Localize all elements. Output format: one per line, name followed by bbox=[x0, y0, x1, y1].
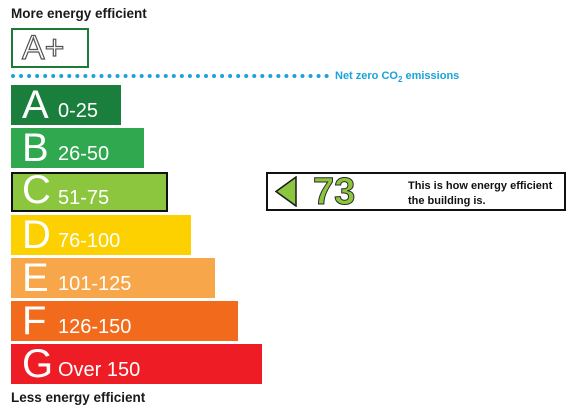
band-range: 26-50 bbox=[58, 143, 110, 165]
net-zero-label: Net zero CO2 emissions bbox=[335, 70, 460, 85]
band-d: D 76-100 bbox=[11, 215, 191, 255]
band-letter: G bbox=[22, 342, 54, 386]
band-letter: F bbox=[22, 299, 47, 343]
band-c: C 51-75 bbox=[11, 168, 168, 212]
current-rating-box: 73 This is how energy efficient the buil… bbox=[266, 171, 566, 213]
band-letter: B bbox=[22, 126, 49, 170]
rating-description: This is how energy efficient the buildin… bbox=[408, 180, 553, 207]
band-letter: E bbox=[22, 256, 49, 300]
aplus-band: A+ bbox=[11, 28, 89, 68]
band-e: E 101-125 bbox=[11, 258, 215, 298]
band-range: 101-125 bbox=[58, 273, 132, 295]
band-letter: C bbox=[22, 168, 51, 212]
band-g: G Over 150 bbox=[11, 344, 262, 384]
band-range: 51-75 bbox=[58, 187, 110, 209]
net-zero-divider bbox=[11, 74, 329, 78]
band-range: 0-25 bbox=[58, 100, 99, 122]
more-efficient-heading: More energy efficient bbox=[11, 6, 147, 21]
rating-arrow-icon bbox=[275, 176, 297, 207]
band-f: F 126-150 bbox=[11, 301, 238, 341]
band-letter: A bbox=[22, 83, 49, 127]
band-range: 126-150 bbox=[58, 316, 132, 338]
band-letter: D bbox=[22, 213, 51, 257]
band-a: A 0-25 bbox=[11, 85, 121, 125]
band-range: 76-100 bbox=[58, 230, 121, 252]
band-b: B 26-50 bbox=[11, 128, 144, 168]
aplus-label: A+ bbox=[21, 29, 65, 67]
band-range: Over 150 bbox=[58, 359, 141, 381]
less-efficient-heading: Less energy efficient bbox=[11, 390, 146, 405]
rating-score: 73 bbox=[312, 171, 356, 213]
